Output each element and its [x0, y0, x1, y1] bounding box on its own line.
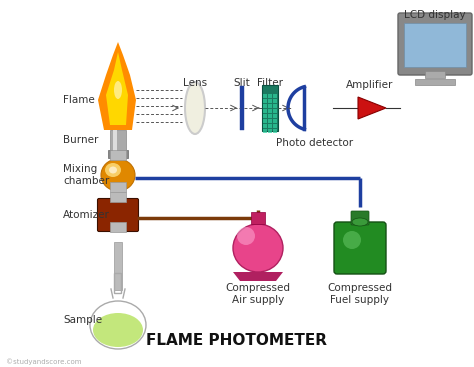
Text: Mixing
chamber: Mixing chamber — [63, 164, 109, 186]
Bar — [268, 104, 272, 108]
Polygon shape — [358, 97, 386, 119]
Bar — [268, 124, 272, 128]
Text: Photo detector: Photo detector — [276, 138, 354, 148]
Ellipse shape — [101, 159, 135, 191]
Ellipse shape — [185, 82, 205, 134]
Bar — [415, 79, 455, 85]
FancyBboxPatch shape — [98, 199, 138, 232]
FancyBboxPatch shape — [351, 211, 369, 225]
Text: Burner: Burner — [63, 135, 99, 145]
FancyBboxPatch shape — [398, 13, 472, 75]
Bar — [263, 129, 267, 133]
Ellipse shape — [109, 167, 117, 174]
Bar — [114, 242, 122, 290]
Bar — [273, 109, 277, 113]
Ellipse shape — [105, 163, 121, 177]
Bar — [273, 124, 277, 128]
Bar — [115, 273, 121, 293]
Ellipse shape — [343, 231, 361, 249]
Bar — [268, 109, 272, 113]
Text: LCD display: LCD display — [404, 10, 466, 20]
Bar — [404, 23, 466, 67]
Text: Compressed
Air supply: Compressed Air supply — [226, 283, 291, 305]
Bar — [268, 129, 272, 133]
Bar — [263, 119, 267, 123]
Bar — [268, 99, 272, 103]
Bar — [273, 104, 277, 108]
Bar — [425, 71, 445, 78]
Bar — [110, 130, 126, 152]
Bar — [268, 114, 272, 118]
Bar — [262, 85, 278, 131]
Bar — [110, 222, 126, 232]
Bar — [273, 94, 277, 98]
Bar — [273, 119, 277, 123]
Bar — [108, 150, 128, 158]
Text: FLAME PHOTOMETER: FLAME PHOTOMETER — [146, 333, 328, 348]
Text: ©studyandscore.com: ©studyandscore.com — [6, 358, 82, 365]
Ellipse shape — [93, 313, 143, 347]
Bar — [263, 114, 267, 118]
Text: Compressed
Fuel supply: Compressed Fuel supply — [328, 283, 392, 305]
Text: Lens: Lens — [183, 78, 207, 88]
Bar — [113, 130, 117, 152]
Bar — [240, 86, 244, 130]
Ellipse shape — [237, 227, 255, 245]
Bar — [110, 150, 126, 160]
Bar — [110, 192, 126, 202]
Bar — [273, 99, 277, 103]
Text: Atomizer: Atomizer — [63, 210, 110, 220]
Bar — [251, 212, 265, 224]
Bar — [273, 114, 277, 118]
Bar — [268, 94, 272, 98]
Bar — [263, 94, 267, 98]
Polygon shape — [98, 42, 136, 130]
Bar — [263, 124, 267, 128]
FancyBboxPatch shape — [334, 222, 386, 274]
Ellipse shape — [352, 218, 368, 226]
Text: Flame: Flame — [63, 95, 95, 105]
Text: Amplifier: Amplifier — [346, 80, 394, 90]
Bar — [263, 99, 267, 103]
Bar — [263, 104, 267, 108]
Bar — [263, 109, 267, 113]
Text: Filter: Filter — [257, 78, 283, 88]
Ellipse shape — [233, 224, 283, 272]
Bar — [273, 129, 277, 133]
Bar — [110, 182, 126, 192]
Polygon shape — [233, 272, 283, 281]
Text: Slit: Slit — [234, 78, 250, 88]
Bar — [268, 119, 272, 123]
Text: Sample: Sample — [63, 315, 102, 325]
Polygon shape — [106, 52, 128, 125]
Ellipse shape — [114, 81, 122, 99]
